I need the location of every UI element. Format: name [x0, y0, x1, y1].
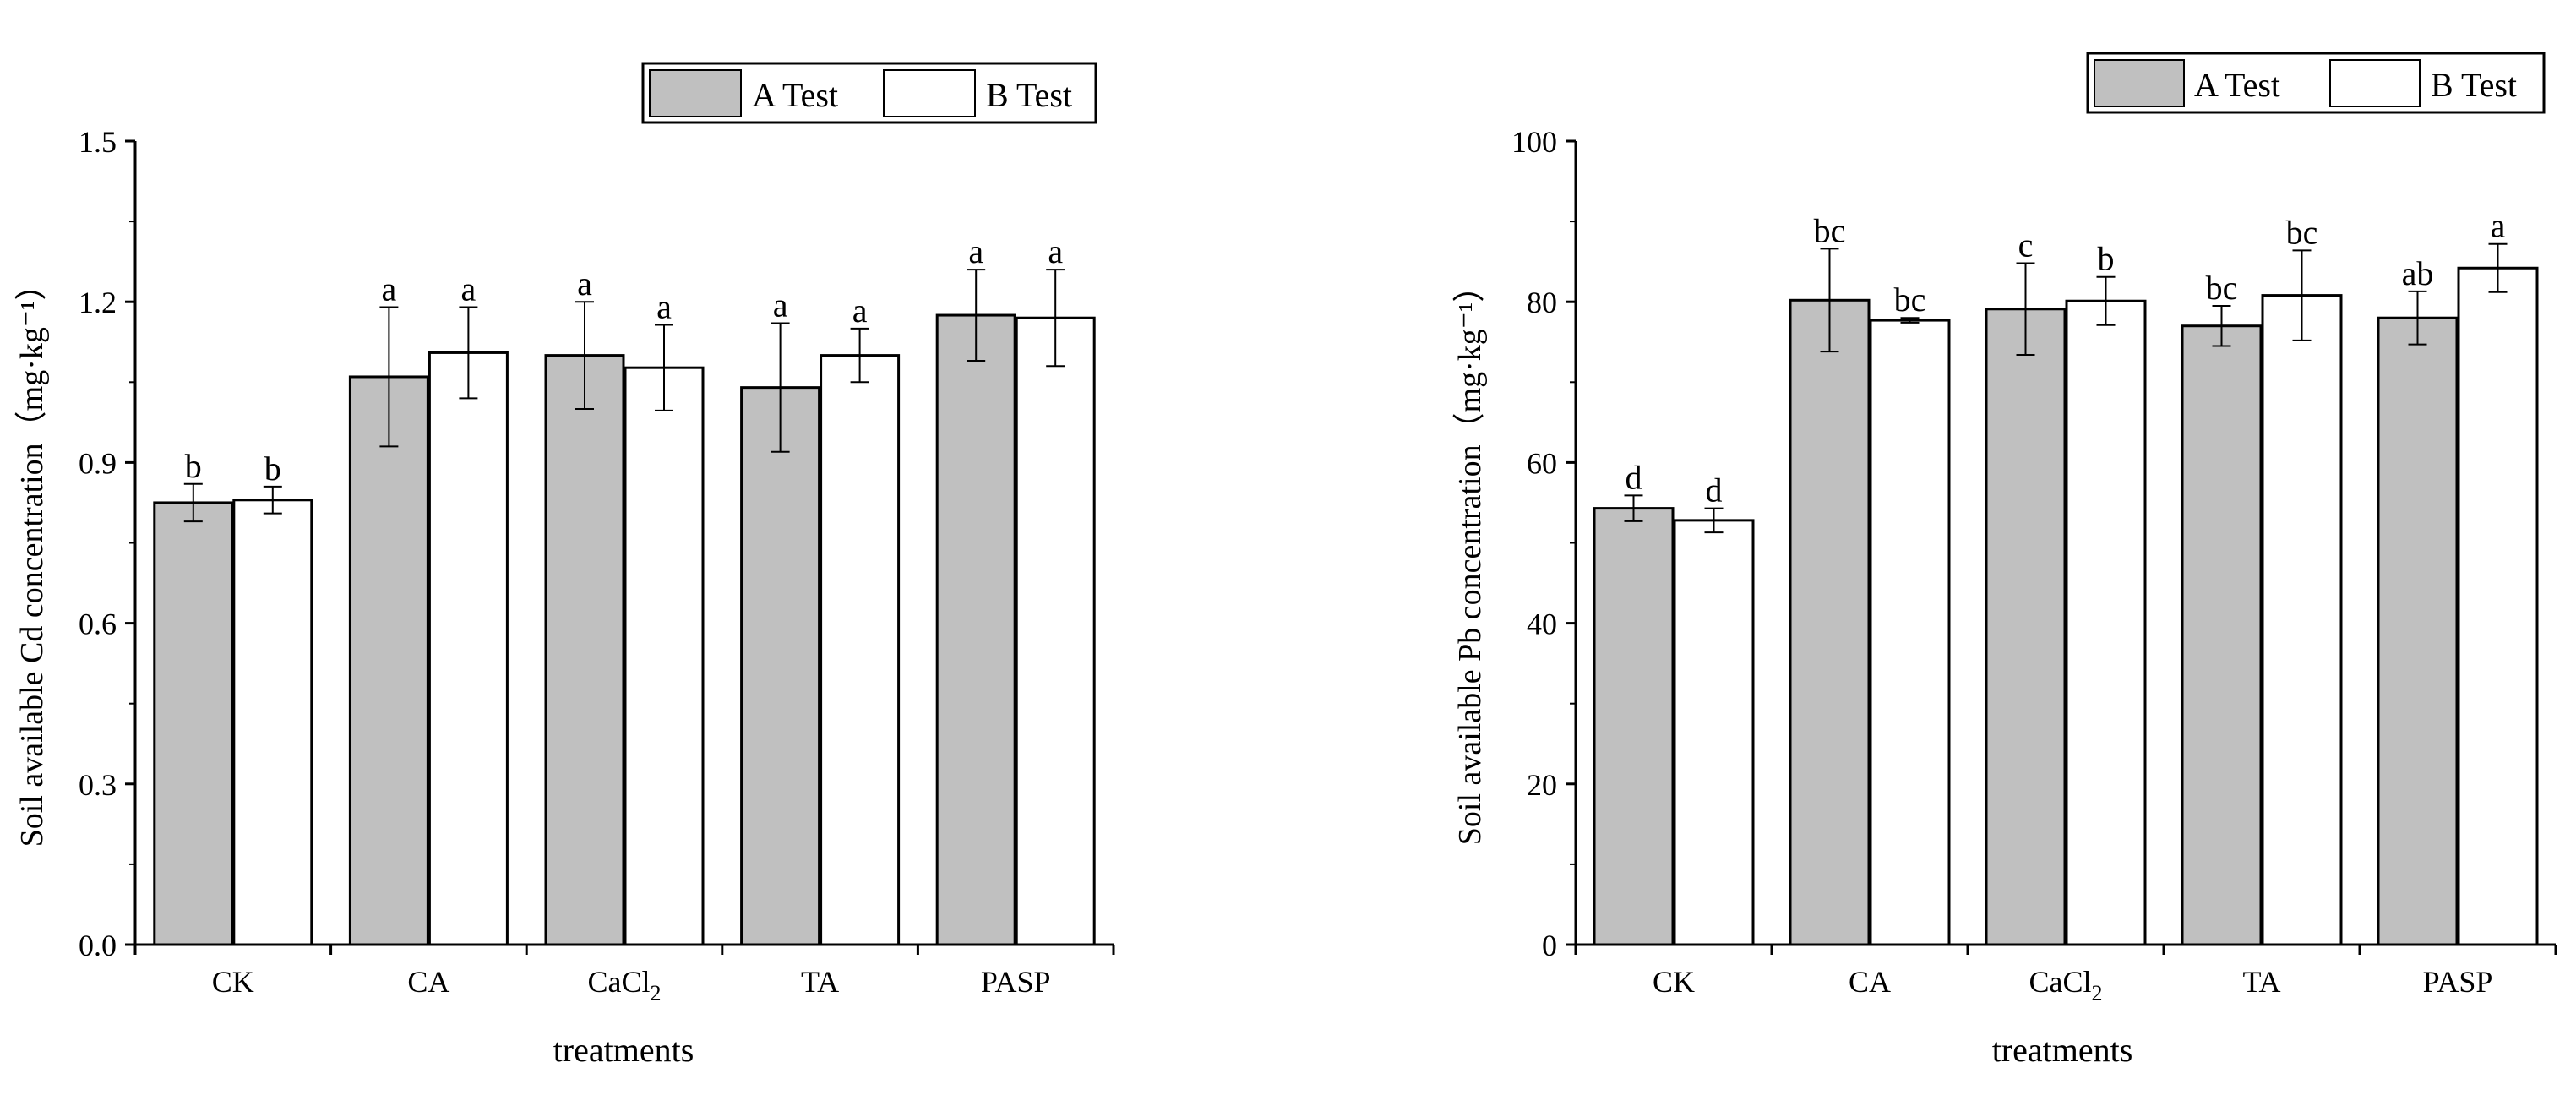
cd-legend-swatch-a-test — [649, 69, 742, 117]
pb-bar-a-test-3 — [2181, 324, 2263, 946]
pb-legend-label-a-test: A Test — [2194, 66, 2280, 104]
pb-bar-a-test-0 — [1593, 507, 1675, 946]
cd-bar-a-test-3 — [740, 386, 821, 946]
pb-bar-b-test-2 — [2065, 299, 2147, 946]
cd-significance-letter-b-test-4: a — [1048, 232, 1063, 270]
pb-bar-b-test-4 — [2457, 266, 2539, 946]
cd-significance-letter-a-test-0: b — [185, 447, 202, 485]
cd-significance-letter-a-test-4: a — [968, 232, 983, 270]
pb-significance-letter-b-test-2: b — [2098, 240, 2115, 278]
cd-significance-letter-b-test-1: a — [461, 270, 477, 308]
cd-legend-label-b-test: B Test — [986, 76, 1072, 114]
cd-y-tick-label-3: 0.9 — [79, 446, 117, 480]
cd-chart-x-axis-title: treatments — [553, 1031, 694, 1069]
cd-bar-a-test-2 — [544, 354, 625, 946]
pb-x-tick-label-4: PASP — [2423, 965, 2493, 999]
pb-significance-letter-a-test-3: bc — [2206, 269, 2238, 307]
cd-bar-b-test-4 — [1015, 316, 1096, 946]
pb-x-tick-label-3: TA — [2242, 965, 2280, 999]
pb-significance-letter-b-test-0: d — [1706, 471, 1723, 509]
cd-significance-letter-b-test-2: a — [656, 287, 672, 325]
pb-y-tick-label-2: 40 — [1527, 607, 1557, 641]
pb-legend-swatch-a-test — [2094, 59, 2185, 107]
cd-significance-letter-a-test-2: a — [577, 264, 592, 302]
pb-x-tick-label-2: CaCl2 — [2029, 965, 2102, 1005]
cd-significance-letter-a-test-3: a — [773, 286, 788, 324]
cd-bar-a-test-0 — [153, 501, 234, 946]
pb-chart-legend: A Test B Test — [2086, 52, 2546, 114]
pb-significance-letter-b-test-4: a — [2491, 207, 2506, 245]
pb-x-tick-label-0: CK — [1653, 965, 1695, 999]
pb-x-tick-label-1: CA — [1849, 965, 1891, 999]
pb-y-tick-label-3: 60 — [1527, 446, 1557, 480]
pb-bar-b-test-3 — [2261, 294, 2343, 946]
cd-bar-b-test-3 — [820, 354, 901, 946]
pb-y-tick-label-5: 100 — [1511, 125, 1557, 159]
cd-bar-b-test-0 — [232, 499, 313, 946]
cd-bar-a-test-1 — [348, 375, 429, 946]
cd-y-tick-label-5: 1.5 — [79, 125, 117, 159]
pb-significance-letter-a-test-0: d — [1626, 458, 1642, 496]
pb-y-tick-label-4: 80 — [1527, 286, 1557, 319]
pb-significance-letter-a-test-1: bc — [1814, 211, 1846, 249]
pb-y-tick-label-1: 20 — [1527, 768, 1557, 802]
cd-chart-legend: A Test B Test — [641, 62, 1097, 124]
cd-chart: Soil available Cd concentration（mg·kg⁻¹）… — [14, 62, 1115, 1069]
pb-bar-a-test-1 — [1789, 298, 1871, 946]
cd-y-tick-label-4: 1.2 — [79, 286, 117, 319]
pb-significance-letter-b-test-1: bc — [1894, 281, 1926, 319]
cd-y-tick-label-1: 0.3 — [79, 768, 117, 802]
pb-legend-swatch-b-test — [2329, 59, 2421, 107]
cd-y-tick-label-2: 0.6 — [79, 607, 117, 641]
pb-bar-b-test-0 — [1673, 519, 1755, 946]
pb-chart-x-axis-title: treatments — [1992, 1031, 2133, 1069]
pb-legend-label-b-test: B Test — [2431, 66, 2517, 104]
cd-significance-letter-a-test-1: a — [382, 270, 397, 308]
pb-chart: Soil available Pb concentration（mg·kg⁻¹）… — [1452, 52, 2557, 1069]
cd-x-tick-label-0: CK — [212, 965, 254, 999]
cd-legend-swatch-b-test — [883, 69, 976, 117]
cd-x-tick-label-1: CA — [407, 965, 449, 999]
cd-significance-letter-b-test-0: b — [264, 449, 281, 488]
cd-bar-b-test-2 — [624, 366, 705, 946]
pb-y-tick-label-0: 0 — [1542, 929, 1557, 962]
cd-bar-b-test-1 — [428, 351, 509, 946]
pb-significance-letter-b-test-3: bc — [2286, 213, 2318, 251]
cd-chart-y-axis-title: Soil available Cd concentration（mg·kg⁻¹） — [14, 269, 50, 847]
cd-legend-label-a-test: A Test — [752, 76, 838, 114]
cd-significance-letter-b-test-3: a — [852, 291, 868, 330]
cd-y-tick-label-0: 0.0 — [79, 929, 117, 962]
pb-bar-a-test-2 — [1985, 308, 2067, 946]
cd-bar-a-test-4 — [935, 313, 1016, 946]
pb-bar-b-test-1 — [1869, 319, 1951, 946]
pb-chart-y-axis-title: Soil available Pb concentration（mg·kg⁻¹） — [1452, 270, 1488, 845]
cd-x-tick-label-3: TA — [801, 965, 839, 999]
cd-x-tick-label-4: PASP — [981, 965, 1051, 999]
pb-significance-letter-a-test-2: c — [2018, 226, 2034, 264]
cd-x-tick-label-2: CaCl2 — [587, 965, 661, 1005]
pb-significance-letter-a-test-4: ab — [2402, 254, 2434, 292]
pb-bar-a-test-4 — [2377, 316, 2459, 946]
